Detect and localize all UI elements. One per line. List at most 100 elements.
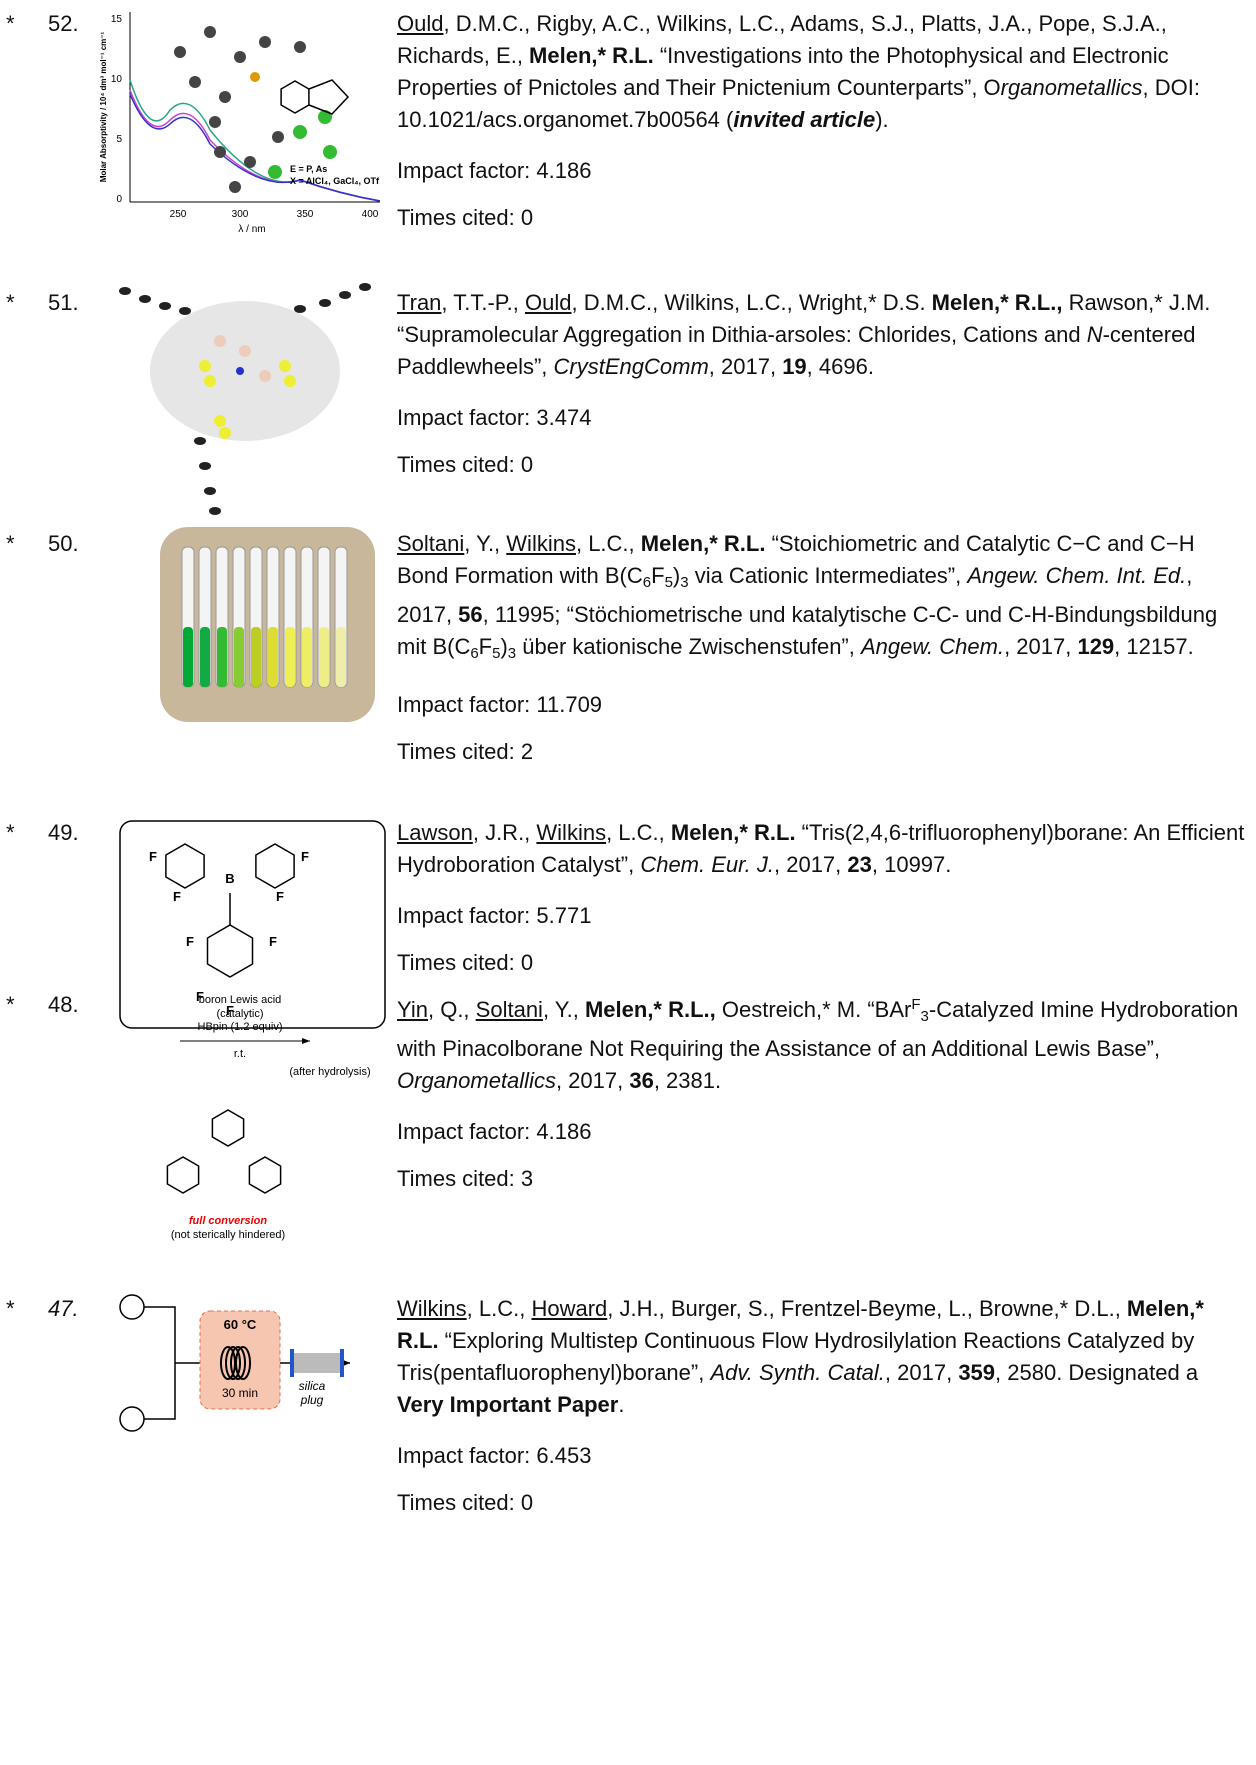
citation-text: Soltani, Y., Wilkins, L.C., Melen,* R.L.… [397, 528, 1247, 670]
figure [100, 281, 390, 546]
citation-segment: , 2017, [709, 354, 782, 379]
marker: * [6, 287, 15, 319]
citation-segment: 129 [1077, 634, 1114, 659]
figure-shape [256, 844, 294, 888]
figure-shape [336, 627, 346, 687]
figure-shape [209, 116, 221, 128]
figure-label: r.t. [234, 1048, 246, 1060]
citation-segment: 36 [629, 1068, 653, 1093]
atom-label: F [186, 934, 194, 949]
figure-shape [174, 46, 186, 58]
citation-segment: Very Important Paper [397, 1392, 618, 1417]
figure-shape [208, 925, 253, 977]
figure-shape [259, 370, 271, 382]
citation-segment: F [651, 563, 664, 588]
citation-segment: 56 [458, 602, 482, 627]
figure-shape [179, 307, 191, 315]
figure-shape [219, 427, 231, 439]
impact-factor: Impact factor: 5.771 [397, 900, 1247, 932]
figure-shape [244, 156, 256, 168]
figure-shape [189, 76, 201, 88]
entry-number: 51. [48, 287, 79, 319]
figure-shape [268, 165, 282, 179]
citation-segment: . [618, 1392, 624, 1417]
citation-segment: Howard [531, 1296, 607, 1321]
citation-segment: Melen,* R.L., [932, 290, 1063, 315]
times-cited: Times cited: 2 [397, 736, 1247, 768]
citation-segment: Yin [397, 997, 428, 1022]
impact-factor: Impact factor: 4.186 [397, 155, 1247, 187]
figure-shape [284, 375, 296, 387]
figure-shape [236, 367, 244, 375]
citation-segment: , 2017, [885, 1360, 958, 1385]
citation-segment: 23 [847, 852, 871, 877]
figure-shape [119, 287, 131, 295]
entry-number: 49. [48, 817, 79, 849]
figure-shape [251, 627, 261, 687]
citation-segment: Melen,* R.L. [529, 43, 654, 68]
times-cited: Times cited: 0 [397, 449, 1247, 481]
figure-label: (not sterically hindered) [171, 1229, 285, 1241]
figure-label: 400 [362, 209, 379, 220]
citation-segment: Ould [397, 11, 443, 36]
citation-segment: Melen,* [641, 531, 718, 556]
citation-segment: Angew. Chem. [861, 634, 1004, 659]
marker: * [6, 1293, 15, 1325]
citation-segment: , Q., [428, 997, 476, 1022]
figure-label: 300 [232, 209, 249, 220]
figure-shape [199, 462, 211, 470]
figure-shape [318, 110, 332, 124]
figure-shape [159, 302, 171, 310]
times-cited: Times cited: 0 [397, 947, 1247, 979]
citation-segment: 3 [921, 1008, 929, 1025]
entry-number: 48. [48, 989, 79, 1021]
atom-label: F [149, 849, 157, 864]
citation-segment: über kationische Zwischenstufen”, [516, 634, 861, 659]
figure-shape [285, 627, 295, 687]
citation-segment: Soltani [397, 531, 464, 556]
marker: * [6, 989, 15, 1021]
figure-shape [279, 360, 291, 372]
figure-shape [214, 335, 226, 347]
citation-segment: Tran [397, 290, 441, 315]
figure-shape [229, 181, 241, 193]
times-cited: Times cited: 0 [397, 202, 1247, 234]
citation-segment: F [911, 996, 920, 1013]
citation-segment: 6 [470, 645, 478, 662]
citation-segment: , 10997. [872, 852, 952, 877]
figure-shape [194, 437, 206, 445]
figure-label: full conversion [189, 1215, 268, 1227]
citation-segment: , 2580. Designated a [995, 1360, 1198, 1385]
figure-shape [302, 1038, 310, 1044]
citation-segment: Angew. Chem. Int. Ed. [967, 563, 1186, 588]
figure-shape [239, 345, 251, 357]
figure-shape [150, 301, 340, 441]
figure-shape [292, 1353, 342, 1373]
figure-shape [293, 125, 307, 139]
figure-shape [259, 36, 271, 48]
figure-label: 350 [297, 209, 314, 220]
citation-segment: R.L. [724, 531, 766, 556]
citation-segment: Wilkins [506, 531, 576, 556]
citation-segment: ) [500, 634, 507, 659]
citation-text: Yin, Q., Soltani, Y., Melen,* R.L., Oest… [397, 989, 1247, 1097]
citation-segment: CrystEngComm [554, 354, 709, 379]
times-cited: Times cited: 3 [397, 1163, 1247, 1195]
figure: 60 °C30 minsilicaplug [100, 1287, 390, 1552]
figure-shape [359, 283, 371, 291]
figure-label: E = P, As [290, 164, 327, 174]
figure-shape [319, 627, 329, 687]
citation-segment: , 2017, [774, 852, 847, 877]
citation-segment: , 4696. [807, 354, 874, 379]
figure-label: 60 °C [224, 1317, 257, 1332]
figure-shape [212, 1110, 243, 1146]
figure-shape [250, 72, 260, 82]
citation-segment: , L.C., [606, 820, 671, 845]
citation-segment: , Y., [543, 997, 585, 1022]
citation-text: Tran, T.T.-P., Ould, D.M.C., Wilkins, L.… [397, 287, 1247, 383]
figure-label: (catalytic) [216, 1008, 263, 1020]
atom-label: B [225, 871, 234, 886]
entry-number: 47. [48, 1293, 79, 1325]
figure-shape [120, 1407, 144, 1431]
citation-segment: Oestreich,* M. “BAr [716, 997, 912, 1022]
